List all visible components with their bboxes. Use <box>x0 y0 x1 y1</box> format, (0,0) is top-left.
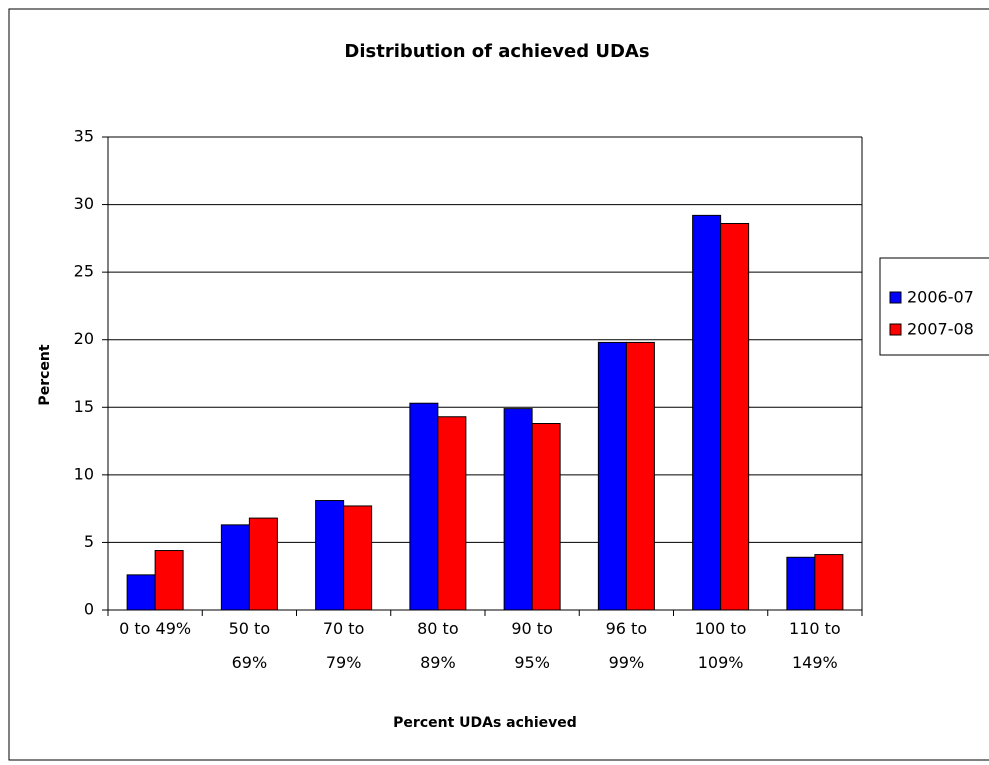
bar <box>814 554 844 611</box>
y-axis-label: Percent <box>37 344 53 405</box>
bar <box>437 416 467 611</box>
bar <box>315 500 345 611</box>
bar <box>531 423 561 611</box>
chart-title: Distribution of achieved UDAs <box>344 41 649 62</box>
bar <box>126 574 156 611</box>
legend-swatch <box>889 291 902 304</box>
y-tick-label: 15 <box>74 397 94 416</box>
bar <box>503 408 533 611</box>
y-tick-label: 35 <box>74 127 94 146</box>
y-tick-label: 30 <box>74 194 94 213</box>
chart-border <box>8 8 989 761</box>
legend-swatch <box>889 323 902 336</box>
x-tick-label: 90 to 95% <box>511 619 553 672</box>
x-tick-label: 50 to 69% <box>228 619 271 672</box>
x-tick-label: 70 to 79% <box>322 619 365 672</box>
bar <box>597 341 627 611</box>
legend-label: 2007-08 <box>907 320 974 339</box>
bar <box>786 556 816 611</box>
x-axis-label: Percent UDAs achieved <box>393 715 577 731</box>
x-tick-label: 0 to 49% <box>119 619 192 638</box>
y-tick-label: 10 <box>74 464 94 483</box>
x-tick-label: 110 to 149% <box>789 619 841 672</box>
legend-label: 2006-07 <box>907 288 974 307</box>
bar <box>154 550 184 611</box>
bar <box>220 524 250 611</box>
bar <box>248 517 278 611</box>
bar <box>409 402 439 611</box>
bar <box>625 341 655 611</box>
bar <box>720 222 750 611</box>
y-tick-label: 25 <box>74 262 94 281</box>
y-tick-label: 20 <box>74 329 94 348</box>
y-tick-label: 5 <box>84 532 94 551</box>
bar <box>692 214 722 611</box>
y-tick-label: 0 <box>84 600 94 619</box>
bar <box>343 505 373 611</box>
x-tick-label: 96 to 99% <box>605 619 648 672</box>
x-tick-label: 80 to 89% <box>417 619 459 672</box>
legend <box>879 257 989 356</box>
x-tick-label: 100 to 109% <box>694 619 747 672</box>
